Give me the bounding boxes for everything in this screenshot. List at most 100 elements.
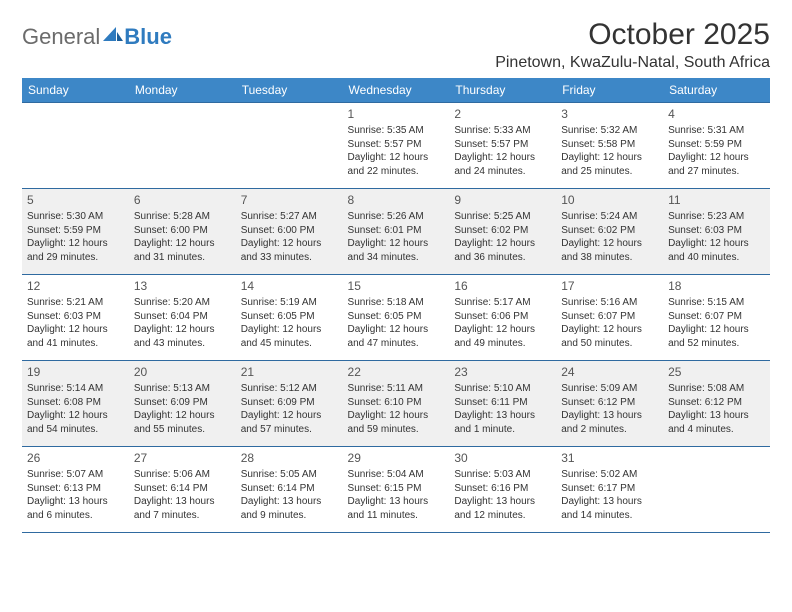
day-number: 6 <box>134 192 231 208</box>
day-number: 30 <box>454 450 551 466</box>
sunrise-line: Sunrise: 5:32 AM <box>561 124 658 138</box>
day-number: 29 <box>348 450 445 466</box>
weekday-header: Tuesday <box>236 78 343 103</box>
sunrise-line: Sunrise: 5:03 AM <box>454 468 551 482</box>
sunrise-line: Sunrise: 5:28 AM <box>134 210 231 224</box>
sunset-line: Sunset: 6:03 PM <box>668 224 765 238</box>
sunset-line: Sunset: 5:58 PM <box>561 138 658 152</box>
sunset-line: Sunset: 6:13 PM <box>27 482 124 496</box>
daylight-line: Daylight: 12 hours and 34 minutes. <box>348 237 445 264</box>
daylight-line: Daylight: 12 hours and 40 minutes. <box>668 237 765 264</box>
daylight-line: Daylight: 12 hours and 47 minutes. <box>348 323 445 350</box>
sunrise-line: Sunrise: 5:02 AM <box>561 468 658 482</box>
sunrise-line: Sunrise: 5:16 AM <box>561 296 658 310</box>
daylight-line: Daylight: 13 hours and 7 minutes. <box>134 495 231 522</box>
daylight-line: Daylight: 12 hours and 50 minutes. <box>561 323 658 350</box>
sunrise-line: Sunrise: 5:31 AM <box>668 124 765 138</box>
sunset-line: Sunset: 6:10 PM <box>348 396 445 410</box>
location-text: Pinetown, KwaZulu-Natal, South Africa <box>495 54 770 72</box>
sunrise-line: Sunrise: 5:13 AM <box>134 382 231 396</box>
day-number: 16 <box>454 278 551 294</box>
daylight-line: Daylight: 12 hours and 22 minutes. <box>348 151 445 178</box>
weekday-header: Friday <box>556 78 663 103</box>
day-number: 18 <box>668 278 765 294</box>
sunset-line: Sunset: 5:57 PM <box>454 138 551 152</box>
daylight-line: Daylight: 13 hours and 12 minutes. <box>454 495 551 522</box>
sunrise-line: Sunrise: 5:05 AM <box>241 468 338 482</box>
sunset-line: Sunset: 6:08 PM <box>27 396 124 410</box>
weekday-header: Sunday <box>22 78 129 103</box>
logo: General Blue <box>22 24 172 50</box>
calendar-day-cell: 2 Sunrise: 5:33 AMSunset: 5:57 PMDaylight… <box>449 103 556 189</box>
daylight-line: Daylight: 12 hours and 54 minutes. <box>27 409 124 436</box>
calendar-week-row: 26Sunrise: 5:07 AMSunset: 6:13 PMDayligh… <box>22 447 770 533</box>
logo-text-gray: General <box>22 24 100 50</box>
sunset-line: Sunset: 6:05 PM <box>241 310 338 324</box>
sunset-line: Sunset: 6:17 PM <box>561 482 658 496</box>
sunset-line: Sunset: 6:04 PM <box>134 310 231 324</box>
calendar-day-cell: 27Sunrise: 5:06 AMSunset: 6:14 PMDayligh… <box>129 447 236 533</box>
daylight-line: Daylight: 13 hours and 4 minutes. <box>668 409 765 436</box>
daylight-line: Daylight: 13 hours and 2 minutes. <box>561 409 658 436</box>
weekday-header: Wednesday <box>343 78 450 103</box>
page-title: October 2025 <box>495 18 770 52</box>
sunrise-line: Sunrise: 5:08 AM <box>668 382 765 396</box>
weekday-header: Thursday <box>449 78 556 103</box>
day-number: 12 <box>27 278 124 294</box>
logo-text-blue: Blue <box>124 24 172 50</box>
sunset-line: Sunset: 6:12 PM <box>561 396 658 410</box>
calendar-day-cell: 3Sunrise: 5:32 AMSunset: 5:58 PMDaylight… <box>556 103 663 189</box>
sunrise-line: Sunrise: 5:06 AM <box>134 468 231 482</box>
calendar-day-cell: 20Sunrise: 5:13 AMSunset: 6:09 PMDayligh… <box>129 361 236 447</box>
sunset-line: Sunset: 6:09 PM <box>241 396 338 410</box>
header: General Blue October 2025 Pinetown, KwaZ… <box>22 18 770 72</box>
calendar-day-cell: 18Sunrise: 5:15 AMSunset: 6:07 PMDayligh… <box>663 275 770 361</box>
day-number: 9 <box>454 192 551 208</box>
calendar-day-cell: 6 Sunrise: 5:28 AMSunset: 6:00 PMDaylight… <box>129 189 236 275</box>
day-number: 1 <box>348 106 445 122</box>
sunset-line: Sunset: 6:03 PM <box>27 310 124 324</box>
day-number: 25 <box>668 364 765 380</box>
sunrise-line: Sunrise: 5:21 AM <box>27 296 124 310</box>
sunrise-line: Sunrise: 5:15 AM <box>668 296 765 310</box>
day-number: 24 <box>561 364 658 380</box>
daylight-line: Daylight: 12 hours and 31 minutes. <box>134 237 231 264</box>
day-number: 15 <box>348 278 445 294</box>
calendar-day-cell: 7Sunrise: 5:27 AMSunset: 6:00 PMDaylight… <box>236 189 343 275</box>
calendar-day-cell: 29Sunrise: 5:04 AMSunset: 6:15 PMDayligh… <box>343 447 450 533</box>
calendar-day-cell: 30Sunrise: 5:03 AMSunset: 6:16 PMDayligh… <box>449 447 556 533</box>
day-number: 17 <box>561 278 658 294</box>
day-number: 22 <box>348 364 445 380</box>
sunrise-line: Sunrise: 5:30 AM <box>27 210 124 224</box>
calendar-day-cell: 23Sunrise: 5:10 AMSunset: 6:11 PMDayligh… <box>449 361 556 447</box>
daylight-line: Daylight: 12 hours and 29 minutes. <box>27 237 124 264</box>
weekday-header-row: Sunday Monday Tuesday Wednesday Thursday… <box>22 78 770 103</box>
daylight-line: Daylight: 13 hours and 9 minutes. <box>241 495 338 522</box>
sunset-line: Sunset: 6:07 PM <box>561 310 658 324</box>
calendar-day-cell: 21Sunrise: 5:12 AMSunset: 6:09 PMDayligh… <box>236 361 343 447</box>
sunset-line: Sunset: 5:59 PM <box>27 224 124 238</box>
daylight-line: Daylight: 12 hours and 24 minutes. <box>454 151 551 178</box>
calendar-table: Sunday Monday Tuesday Wednesday Thursday… <box>22 78 770 533</box>
daylight-line: Daylight: 12 hours and 43 minutes. <box>134 323 231 350</box>
sunrise-line: Sunrise: 5:33 AM <box>454 124 551 138</box>
sunset-line: Sunset: 6:12 PM <box>668 396 765 410</box>
sunrise-line: Sunrise: 5:04 AM <box>348 468 445 482</box>
calendar-day-cell: 1Sunrise: 5:35 AMSunset: 5:57 PMDaylight… <box>343 103 450 189</box>
calendar-day-cell: 13Sunrise: 5:20 AMSunset: 6:04 PMDayligh… <box>129 275 236 361</box>
sunset-line: Sunset: 6:00 PM <box>134 224 231 238</box>
day-number: 3 <box>561 106 658 122</box>
calendar-week-row: 5Sunrise: 5:30 AMSunset: 5:59 PMDaylight… <box>22 189 770 275</box>
day-number: 2 <box>454 106 551 122</box>
day-number: 13 <box>134 278 231 294</box>
calendar-day-cell: 14Sunrise: 5:19 AMSunset: 6:05 PMDayligh… <box>236 275 343 361</box>
daylight-line: Daylight: 12 hours and 27 minutes. <box>668 151 765 178</box>
sunset-line: Sunset: 6:07 PM <box>668 310 765 324</box>
calendar-day-cell: 12Sunrise: 5:21 AMSunset: 6:03 PMDayligh… <box>22 275 129 361</box>
sunset-line: Sunset: 6:05 PM <box>348 310 445 324</box>
calendar-week-row: 1Sunrise: 5:35 AMSunset: 5:57 PMDaylight… <box>22 103 770 189</box>
daylight-line: Daylight: 12 hours and 59 minutes. <box>348 409 445 436</box>
calendar-day-cell: 4Sunrise: 5:31 AMSunset: 5:59 PMDaylight… <box>663 103 770 189</box>
sunset-line: Sunset: 6:00 PM <box>241 224 338 238</box>
daylight-line: Daylight: 12 hours and 38 minutes. <box>561 237 658 264</box>
